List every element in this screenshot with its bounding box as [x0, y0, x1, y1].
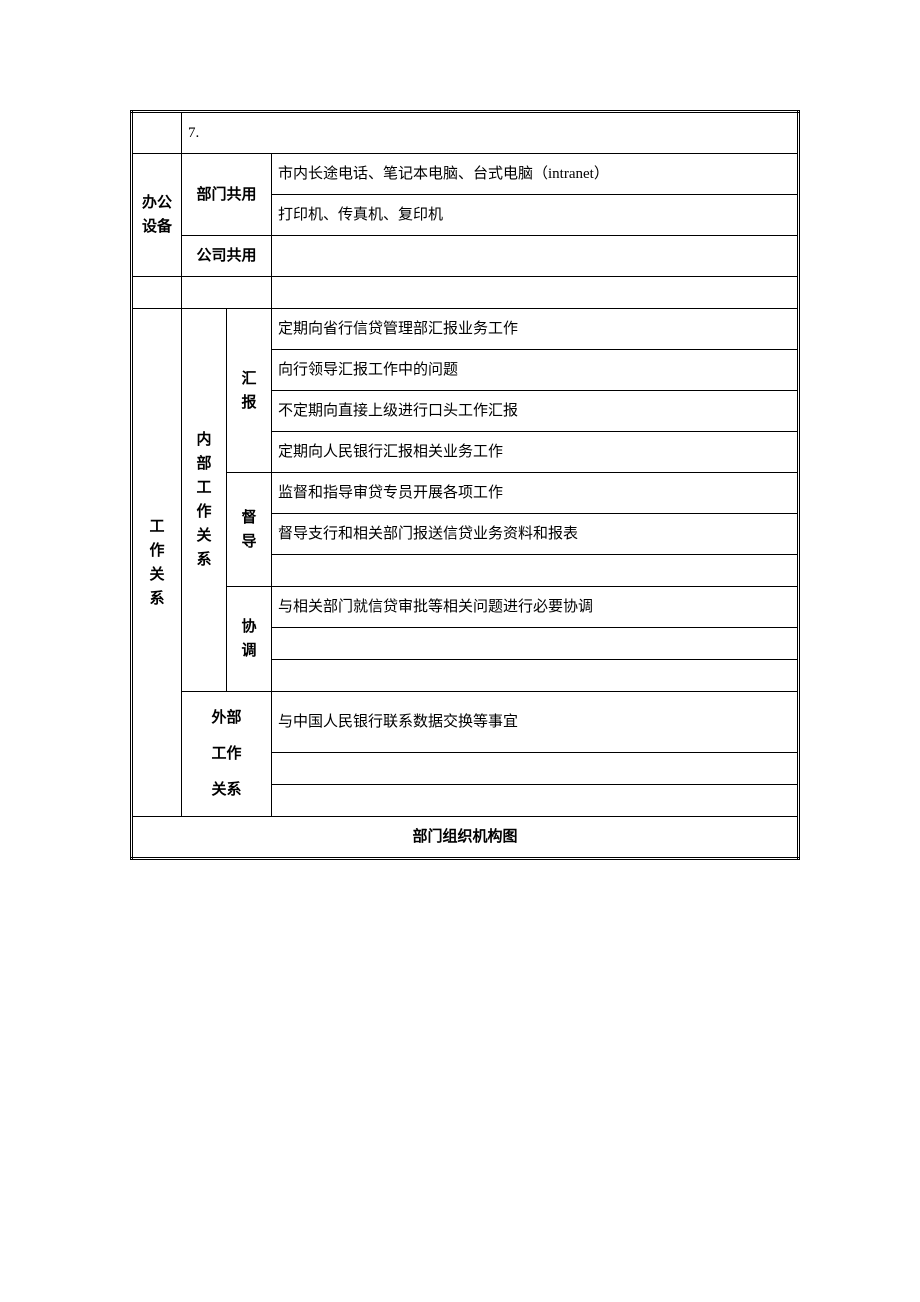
label-text: 工 — [139, 515, 175, 539]
supervise-item: 监督和指导审贷专员开展各项工作 — [272, 473, 799, 514]
label-text: 调 — [233, 639, 265, 663]
report-item: 定期向人民银行汇报相关业务工作 — [272, 432, 799, 473]
table-row: 办公设备 部门共用 市内长途电话、笔记本电脑、台式电脑（intranet） — [132, 154, 799, 195]
report-label: 汇 报 — [227, 309, 272, 473]
label-text: 报 — [233, 391, 265, 415]
dept-shared-item: 市内长途电话、笔记本电脑、台式电脑（intranet） — [272, 154, 799, 195]
company-shared-label: 公司共用 — [182, 236, 272, 277]
label-text: 导 — [233, 530, 265, 554]
label-text: 作 — [188, 500, 220, 524]
external-item: 与中国人民银行联系数据交换等事宜 — [272, 692, 799, 753]
internal-work-label: 内 部 工 作 关 系 — [182, 309, 227, 692]
spacer-row — [132, 277, 799, 309]
table-row: 7. — [132, 112, 799, 154]
label-text: 关 — [139, 563, 175, 587]
empty-cell — [272, 277, 799, 309]
report-item: 向行领导汇报工作中的问题 — [272, 350, 799, 391]
dept-shared-label: 部门共用 — [182, 154, 272, 236]
supervise-item: 督导支行和相关部门报送信贷业务资料和报表 — [272, 514, 799, 555]
external-item — [272, 785, 799, 817]
report-item: 不定期向直接上级进行口头工作汇报 — [272, 391, 799, 432]
label-text: 汇 — [233, 367, 265, 391]
row-number-cell: 7. — [182, 112, 799, 154]
label-text: 系 — [139, 587, 175, 611]
label-text: 关系 — [188, 772, 265, 808]
label-text: 系 — [188, 548, 220, 572]
document-page: 7. 办公设备 部门共用 市内长途电话、笔记本电脑、台式电脑（intranet）… — [0, 0, 920, 1302]
dept-shared-item: 打印机、传真机、复印机 — [272, 195, 799, 236]
empty-cell — [182, 277, 272, 309]
supervise-label: 督 导 — [227, 473, 272, 587]
company-shared-item — [272, 236, 799, 277]
external-work-label: 外部 工作 关系 — [182, 692, 272, 817]
empty-cell — [132, 112, 182, 154]
work-relations-label: 工 作 关 系 — [132, 309, 182, 817]
coordinate-item — [272, 628, 799, 660]
office-equipment-label: 办公设备 — [132, 154, 182, 277]
label-text: 作 — [139, 539, 175, 563]
label-text: 工作 — [188, 736, 265, 772]
report-item: 定期向省行信贷管理部汇报业务工作 — [272, 309, 799, 350]
label-text: 关 — [188, 524, 220, 548]
table-row: 公司共用 — [132, 236, 799, 277]
label-text: 办公设备 — [139, 191, 175, 239]
coordinate-item: 与相关部门就信贷审批等相关问题进行必要协调 — [272, 587, 799, 628]
table-row: 外部 工作 关系 与中国人民银行联系数据交换等事宜 — [132, 692, 799, 753]
footer-title: 部门组织机构图 — [132, 817, 799, 859]
label-text: 部 — [188, 452, 220, 476]
supervise-item — [272, 555, 799, 587]
external-item — [272, 753, 799, 785]
coordinate-item — [272, 660, 799, 692]
footer-row: 部门组织机构图 — [132, 817, 799, 859]
label-text: 工 — [188, 476, 220, 500]
table-row: 工 作 关 系 内 部 工 作 关 系 汇 报 定期向省行信贷管理部汇报业务工作 — [132, 309, 799, 350]
table-row: 督 导 监督和指导审贷专员开展各项工作 — [132, 473, 799, 514]
label-text: 督 — [233, 506, 265, 530]
empty-cell — [132, 277, 182, 309]
coordinate-label: 协 调 — [227, 587, 272, 692]
label-text: 内 — [188, 428, 220, 452]
label-text: 外部 — [188, 700, 265, 736]
main-table: 7. 办公设备 部门共用 市内长途电话、笔记本电脑、台式电脑（intranet）… — [130, 110, 800, 860]
label-text: 协 — [233, 615, 265, 639]
table-row: 协 调 与相关部门就信贷审批等相关问题进行必要协调 — [132, 587, 799, 628]
